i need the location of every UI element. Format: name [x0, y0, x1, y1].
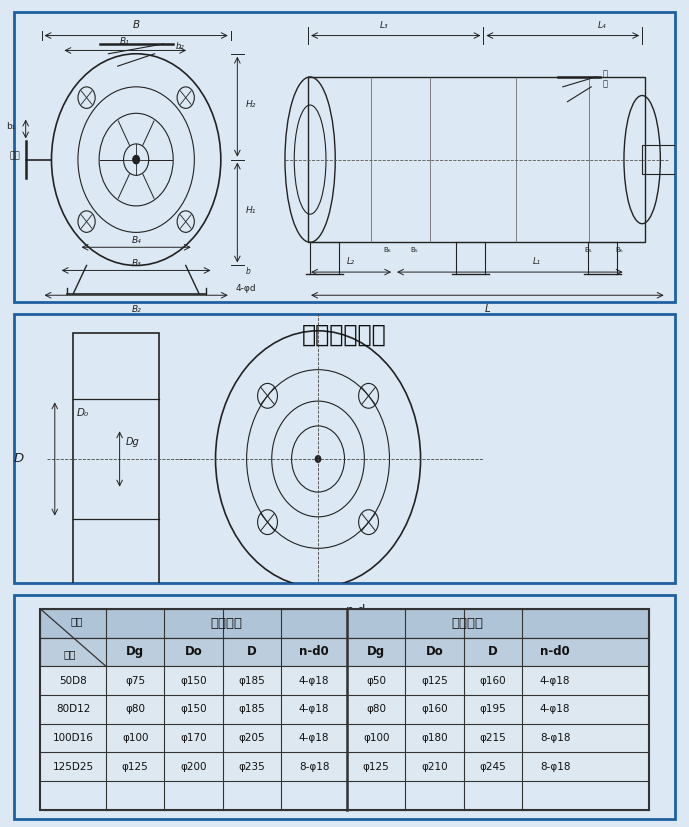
Text: 125D25: 125D25: [52, 762, 94, 772]
Bar: [40, 724, 649, 753]
Text: L₄: L₄: [598, 22, 607, 30]
Text: 50D8: 50D8: [59, 676, 87, 686]
Text: 4-φd: 4-φd: [236, 284, 256, 293]
Text: φ80: φ80: [125, 705, 145, 715]
Text: φ200: φ200: [181, 762, 207, 772]
Text: Dg: Dg: [126, 645, 144, 658]
Circle shape: [133, 155, 139, 164]
Text: φ100: φ100: [363, 733, 389, 743]
Text: L: L: [484, 304, 491, 313]
Text: 8-φ18: 8-φ18: [539, 733, 570, 743]
Text: φ170: φ170: [181, 733, 207, 743]
Text: D: D: [488, 645, 498, 658]
Text: 4-φ18: 4-φ18: [299, 705, 329, 715]
Text: 型号: 型号: [70, 616, 83, 626]
Bar: [40, 667, 649, 695]
Text: 尺寸: 尺寸: [63, 649, 76, 659]
Text: B₃: B₃: [132, 260, 141, 268]
Text: n-d0: n-d0: [299, 645, 329, 658]
Text: n-d₀: n-d₀: [346, 604, 371, 617]
Text: b: b: [245, 267, 250, 275]
Text: 吐出法兰: 吐出法兰: [451, 617, 484, 629]
Text: B₄: B₄: [132, 237, 141, 245]
Text: B₅: B₅: [584, 247, 592, 253]
Text: 4-φ18: 4-φ18: [539, 676, 570, 686]
Text: 100D16: 100D16: [52, 733, 94, 743]
Text: φ125: φ125: [122, 762, 149, 772]
Text: L₁: L₁: [533, 257, 540, 265]
Text: φ205: φ205: [238, 733, 265, 743]
Text: B₅: B₅: [410, 247, 418, 253]
Text: φ125: φ125: [421, 676, 448, 686]
Text: b₂: b₂: [176, 42, 185, 50]
Text: φ245: φ245: [480, 762, 506, 772]
Text: φ75: φ75: [125, 676, 145, 686]
Text: 4-φ18: 4-φ18: [299, 676, 329, 686]
Circle shape: [316, 456, 320, 462]
Text: b₁: b₁: [6, 122, 15, 131]
Text: φ160: φ160: [480, 676, 506, 686]
Text: 8-φ18: 8-φ18: [299, 762, 329, 772]
Text: B₆: B₆: [615, 247, 623, 253]
Text: D: D: [247, 645, 257, 658]
Text: D: D: [14, 452, 24, 466]
Text: φ195: φ195: [480, 705, 506, 715]
Text: φ50: φ50: [366, 676, 386, 686]
Text: B₂: B₂: [132, 305, 141, 313]
Text: 4-φ18: 4-φ18: [539, 705, 570, 715]
Text: φ125: φ125: [363, 762, 389, 772]
Bar: [642, 145, 681, 174]
Bar: [73, 333, 159, 585]
Bar: [308, 77, 646, 242]
Bar: [14, 12, 675, 302]
Text: n-d0: n-d0: [540, 645, 570, 658]
Text: 吸入法兰: 吸入法兰: [210, 617, 243, 629]
Text: 进水: 进水: [10, 151, 21, 160]
Text: 出
水: 出 水: [602, 69, 608, 88]
Text: L₃: L₃: [380, 22, 389, 30]
Text: φ185: φ185: [238, 705, 265, 715]
Text: 8-φ18: 8-φ18: [539, 762, 570, 772]
Text: H₂: H₂: [245, 100, 256, 108]
Text: φ185: φ185: [238, 676, 265, 686]
Text: Dg: Dg: [126, 437, 140, 447]
Text: L₂: L₂: [347, 257, 355, 265]
Text: H₁: H₁: [245, 206, 256, 214]
Bar: [40, 753, 649, 781]
Text: φ100: φ100: [122, 733, 148, 743]
Text: B₆: B₆: [384, 247, 391, 253]
Bar: [40, 695, 649, 724]
Text: φ180: φ180: [421, 733, 448, 743]
Text: φ215: φ215: [480, 733, 506, 743]
Text: D₀: D₀: [76, 409, 89, 418]
Text: 80D12: 80D12: [56, 705, 90, 715]
Text: φ160: φ160: [421, 705, 448, 715]
Text: 吸入吐出法兰: 吸入吐出法兰: [302, 323, 387, 347]
Bar: [40, 609, 649, 810]
Text: B₁: B₁: [120, 37, 130, 45]
Text: φ150: φ150: [181, 705, 207, 715]
Text: φ210: φ210: [421, 762, 448, 772]
Text: 4-φ18: 4-φ18: [299, 733, 329, 743]
Bar: [40, 609, 649, 638]
Text: φ80: φ80: [366, 705, 386, 715]
Text: Dg: Dg: [367, 645, 385, 658]
Text: Do: Do: [185, 645, 203, 658]
Text: φ150: φ150: [181, 676, 207, 686]
Text: B: B: [132, 20, 140, 30]
Text: φ235: φ235: [238, 762, 265, 772]
Bar: [40, 638, 649, 667]
Text: Do: Do: [426, 645, 444, 658]
Bar: [14, 314, 675, 583]
